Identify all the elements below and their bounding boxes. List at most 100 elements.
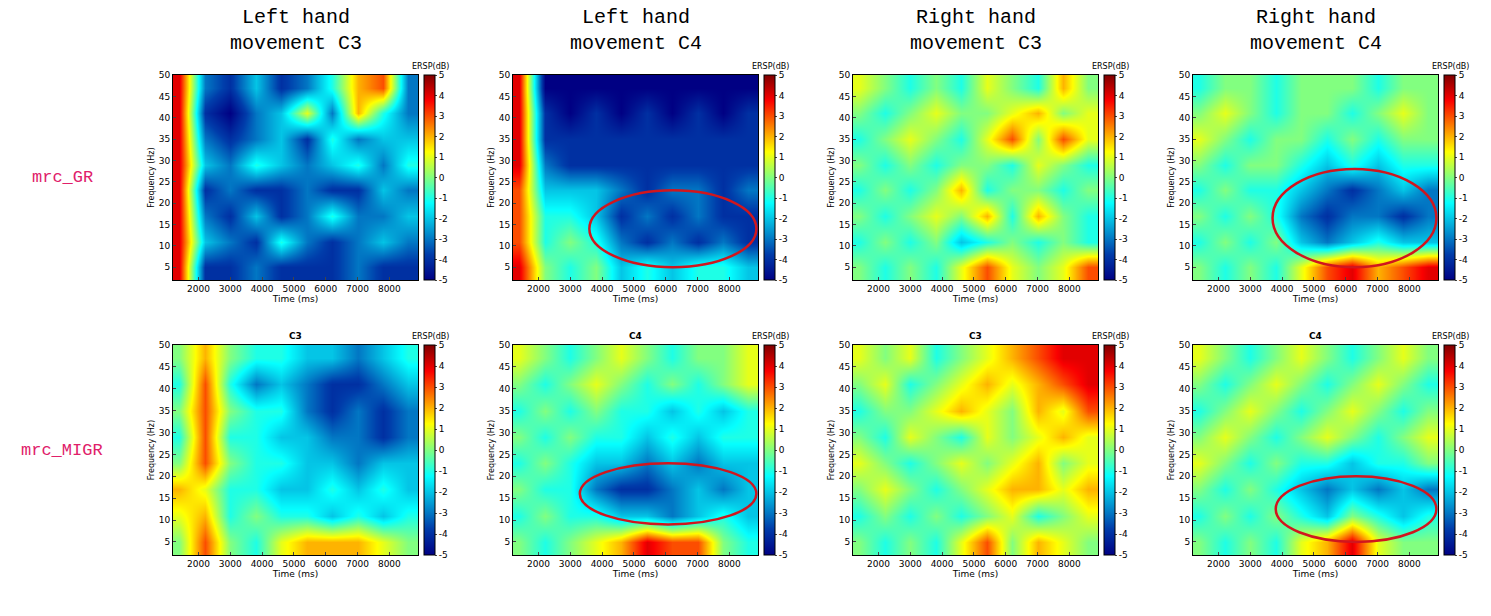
svg-text:3000: 3000 xyxy=(559,284,582,294)
svg-text:-4: -4 xyxy=(1119,255,1128,265)
svg-text:2000: 2000 xyxy=(1207,284,1230,294)
svg-text:7000: 7000 xyxy=(686,284,709,294)
svg-text:2: 2 xyxy=(1119,132,1125,142)
svg-text:2: 2 xyxy=(1459,132,1465,142)
svg-text:mrc_GR: mrc_GR xyxy=(32,168,93,187)
svg-text:45: 45 xyxy=(839,362,850,372)
svg-text:Time (ms): Time (ms) xyxy=(612,569,658,579)
svg-text:7000: 7000 xyxy=(346,559,369,569)
svg-text:Frequency (Hz): Frequency (Hz) xyxy=(487,420,496,480)
svg-text:4: 4 xyxy=(439,91,445,101)
svg-text:25: 25 xyxy=(1179,177,1190,187)
svg-text:3: 3 xyxy=(1459,111,1465,121)
svg-text:-1: -1 xyxy=(1119,193,1128,203)
svg-text:ERSP(dB): ERSP(dB) xyxy=(1092,332,1129,341)
svg-text:15: 15 xyxy=(1179,493,1190,503)
svg-text:35: 35 xyxy=(159,406,170,416)
svg-text:-3: -3 xyxy=(1459,508,1468,518)
svg-text:10: 10 xyxy=(499,515,511,525)
svg-text:45: 45 xyxy=(1179,362,1190,372)
svg-text:-5: -5 xyxy=(779,275,788,285)
svg-text:C3: C3 xyxy=(969,331,982,341)
svg-text:5000: 5000 xyxy=(962,284,985,294)
svg-text:8000: 8000 xyxy=(1398,559,1421,569)
svg-text:20: 20 xyxy=(499,198,511,208)
svg-text:-2: -2 xyxy=(779,487,788,497)
svg-text:3: 3 xyxy=(439,111,445,121)
svg-text:5: 5 xyxy=(1459,70,1465,80)
svg-text:4000: 4000 xyxy=(591,559,614,569)
svg-text:C4: C4 xyxy=(629,331,642,341)
svg-text:50: 50 xyxy=(159,340,171,350)
svg-text:30: 30 xyxy=(159,428,171,438)
svg-text:10: 10 xyxy=(159,515,171,525)
svg-text:7000: 7000 xyxy=(1026,559,1049,569)
svg-text:10: 10 xyxy=(1179,515,1191,525)
svg-text:35: 35 xyxy=(159,134,170,144)
svg-text:4000: 4000 xyxy=(931,559,954,569)
svg-text:40: 40 xyxy=(159,113,171,123)
svg-text:40: 40 xyxy=(499,113,511,123)
svg-text:10: 10 xyxy=(1179,241,1191,251)
svg-text:8000: 8000 xyxy=(1398,284,1421,294)
svg-text:ERSP(dB): ERSP(dB) xyxy=(752,62,789,71)
svg-text:2000: 2000 xyxy=(1207,559,1230,569)
svg-text:15: 15 xyxy=(499,220,510,230)
svg-text:-5: -5 xyxy=(1459,275,1468,285)
svg-text:0: 0 xyxy=(1459,445,1465,455)
svg-text:-2: -2 xyxy=(1119,487,1128,497)
svg-text:30: 30 xyxy=(839,156,851,166)
svg-text:20: 20 xyxy=(1179,471,1191,481)
svg-text:30: 30 xyxy=(839,428,851,438)
svg-text:4000: 4000 xyxy=(251,559,274,569)
svg-text:-5: -5 xyxy=(1119,550,1128,560)
svg-text:40: 40 xyxy=(1179,113,1191,123)
svg-text:3000: 3000 xyxy=(1239,559,1262,569)
svg-text:50: 50 xyxy=(159,70,171,80)
svg-text:40: 40 xyxy=(499,384,511,394)
svg-text:4: 4 xyxy=(779,361,785,371)
svg-text:50: 50 xyxy=(1179,70,1191,80)
svg-text:25: 25 xyxy=(1179,450,1190,460)
svg-text:3000: 3000 xyxy=(899,559,922,569)
svg-text:-1: -1 xyxy=(439,193,448,203)
svg-text:Right handmovement C4: Right handmovement C4 xyxy=(1250,6,1382,55)
svg-text:35: 35 xyxy=(1179,406,1190,416)
svg-text:35: 35 xyxy=(839,134,850,144)
svg-text:2: 2 xyxy=(779,132,785,142)
svg-text:Left handmovement C4: Left handmovement C4 xyxy=(570,6,702,55)
svg-text:-3: -3 xyxy=(439,508,448,518)
svg-text:Frequency (Hz): Frequency (Hz) xyxy=(827,147,836,207)
svg-text:5: 5 xyxy=(1184,537,1190,547)
svg-text:20: 20 xyxy=(839,471,851,481)
svg-text:2: 2 xyxy=(1119,403,1125,413)
svg-text:6000: 6000 xyxy=(314,284,337,294)
svg-text:Time (ms): Time (ms) xyxy=(1292,569,1338,579)
svg-text:15: 15 xyxy=(159,220,170,230)
svg-text:35: 35 xyxy=(499,406,510,416)
svg-text:ERSP(dB): ERSP(dB) xyxy=(1432,332,1469,341)
svg-text:15: 15 xyxy=(839,220,850,230)
svg-text:5000: 5000 xyxy=(1302,559,1325,569)
svg-text:0: 0 xyxy=(1119,173,1125,183)
svg-text:4000: 4000 xyxy=(1271,559,1294,569)
svg-text:2000: 2000 xyxy=(187,559,210,569)
svg-text:-3: -3 xyxy=(779,508,788,518)
svg-text:Frequency (Hz): Frequency (Hz) xyxy=(1167,420,1176,480)
svg-text:-5: -5 xyxy=(779,550,788,560)
svg-text:1: 1 xyxy=(779,152,785,162)
svg-text:1: 1 xyxy=(1459,152,1465,162)
svg-text:5: 5 xyxy=(439,340,445,350)
svg-text:4: 4 xyxy=(1119,91,1125,101)
svg-text:5: 5 xyxy=(1119,340,1125,350)
svg-text:10: 10 xyxy=(159,241,171,251)
svg-text:Time (ms): Time (ms) xyxy=(952,294,998,304)
svg-text:40: 40 xyxy=(839,384,851,394)
svg-text:1: 1 xyxy=(439,424,445,434)
svg-text:35: 35 xyxy=(1179,134,1190,144)
svg-text:8000: 8000 xyxy=(718,559,741,569)
svg-text:3000: 3000 xyxy=(219,559,242,569)
svg-text:3: 3 xyxy=(1119,382,1125,392)
svg-text:5: 5 xyxy=(1184,262,1190,272)
svg-text:-5: -5 xyxy=(1119,275,1128,285)
